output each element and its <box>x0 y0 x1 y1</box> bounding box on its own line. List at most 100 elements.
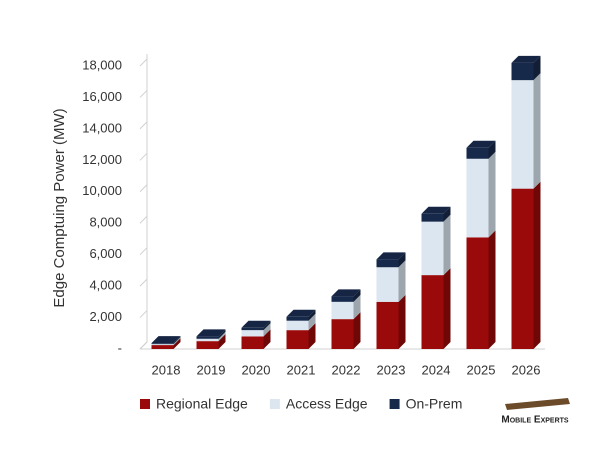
bar <box>241 327 264 331</box>
bar-top <box>196 329 226 337</box>
bar <box>466 147 489 159</box>
bar <box>466 237 489 349</box>
x-tick-label: 2020 <box>242 362 271 377</box>
legend-swatch <box>269 399 280 409</box>
bar-side <box>488 230 496 349</box>
y-tick-label: 10,000 <box>82 183 122 198</box>
bar <box>196 336 219 339</box>
tick-mark <box>139 58 148 67</box>
bar <box>196 341 219 349</box>
bar-side <box>218 334 226 349</box>
tick-mark <box>139 152 148 161</box>
bar <box>466 158 489 238</box>
bar <box>511 80 534 189</box>
y-tick-label: 16,000 <box>82 89 122 104</box>
bar-side <box>353 289 361 302</box>
y-tick-label: - <box>118 340 122 355</box>
bar <box>421 213 444 222</box>
bar-side <box>398 260 406 302</box>
bar <box>511 62 534 81</box>
axis-wall <box>139 54 148 350</box>
bar <box>286 330 309 349</box>
bar <box>151 345 174 349</box>
x-tick-label: 2019 <box>197 362 226 377</box>
legend-label: Regional Edge <box>156 396 248 412</box>
y-tick-label: 2,000 <box>89 309 122 324</box>
bar-side <box>218 331 226 342</box>
bar <box>331 319 354 349</box>
bar-side <box>443 268 451 349</box>
tick-mark <box>139 90 148 98</box>
bar-side <box>443 214 451 276</box>
x-tick-label: 2026 <box>512 362 541 377</box>
bar-side <box>308 309 316 321</box>
bar-top <box>466 140 496 148</box>
bar <box>376 301 399 349</box>
bar-top <box>331 289 361 297</box>
bar <box>151 344 174 346</box>
bar-side <box>398 252 406 268</box>
x-tick-label: 2018 <box>152 362 181 377</box>
logo-icon <box>505 398 570 410</box>
y-tick-label: 14,000 <box>82 120 122 135</box>
bar-top <box>286 309 316 317</box>
x-tick-label: 2025 <box>467 362 496 377</box>
bar <box>286 316 309 321</box>
bar <box>196 338 219 342</box>
y-tick-label: 6,000 <box>89 246 122 261</box>
y-tick-label: 8,000 <box>89 215 122 230</box>
bar-top <box>241 320 271 328</box>
bar-top <box>421 206 451 214</box>
bar-side <box>488 140 496 159</box>
bar-side <box>443 206 451 222</box>
y-tick-label: 18,000 <box>82 57 122 72</box>
bar-side <box>173 337 181 346</box>
bar-side <box>173 338 181 349</box>
logo-text: Mobile Experts <box>501 415 569 426</box>
tick-mark <box>139 215 148 224</box>
bar-side <box>533 55 541 81</box>
bar <box>331 296 354 302</box>
bar-side <box>263 323 271 337</box>
bar <box>331 301 354 320</box>
bar-top <box>376 252 406 260</box>
y-tick-label: 4,000 <box>89 278 122 293</box>
bar <box>421 275 444 349</box>
bar-side <box>398 294 406 349</box>
bar-side <box>353 312 361 349</box>
bar <box>286 320 309 331</box>
legend-label: Access Edge <box>286 396 368 412</box>
x-tick-label: 2023 <box>377 362 406 377</box>
tick-mark <box>139 310 148 318</box>
bar-side <box>308 323 316 349</box>
tick-mark <box>139 247 148 256</box>
bar-side <box>533 181 541 349</box>
bar-side <box>218 329 226 339</box>
bar-side <box>488 151 496 238</box>
bar <box>376 259 399 268</box>
bar-side <box>263 320 271 331</box>
legend-swatch <box>140 399 150 409</box>
bar <box>511 188 534 349</box>
logo: Mobile Experts <box>501 398 570 426</box>
tick-mark <box>139 121 148 130</box>
bar <box>376 267 399 302</box>
legend-swatch <box>389 399 400 409</box>
bar-side <box>308 313 316 331</box>
bar <box>421 221 444 276</box>
x-tick-label: 2024 <box>422 362 451 377</box>
bar-top <box>511 55 541 63</box>
y-tick-label: 12,000 <box>82 152 122 167</box>
legend-label: On-Prem <box>406 396 463 412</box>
tick-mark <box>139 184 148 193</box>
bar-top <box>151 336 181 344</box>
bar-side <box>533 73 541 189</box>
bar <box>241 336 264 349</box>
tick-mark <box>139 341 148 350</box>
bar <box>151 343 174 345</box>
y-axis-label: Edge Comptuing Power (MW) <box>51 108 68 307</box>
x-tick-label: 2021 <box>287 362 316 377</box>
bar-side <box>173 336 181 345</box>
tick-mark <box>139 278 148 287</box>
